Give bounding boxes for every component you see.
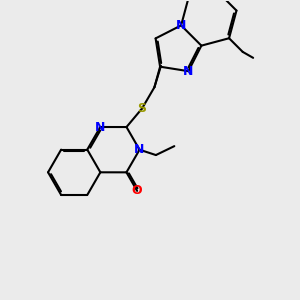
- Text: N: N: [95, 121, 106, 134]
- Text: N: N: [176, 19, 186, 32]
- Text: N: N: [134, 143, 145, 156]
- Text: O: O: [132, 184, 142, 197]
- Text: N: N: [183, 65, 194, 78]
- Text: S: S: [137, 102, 146, 115]
